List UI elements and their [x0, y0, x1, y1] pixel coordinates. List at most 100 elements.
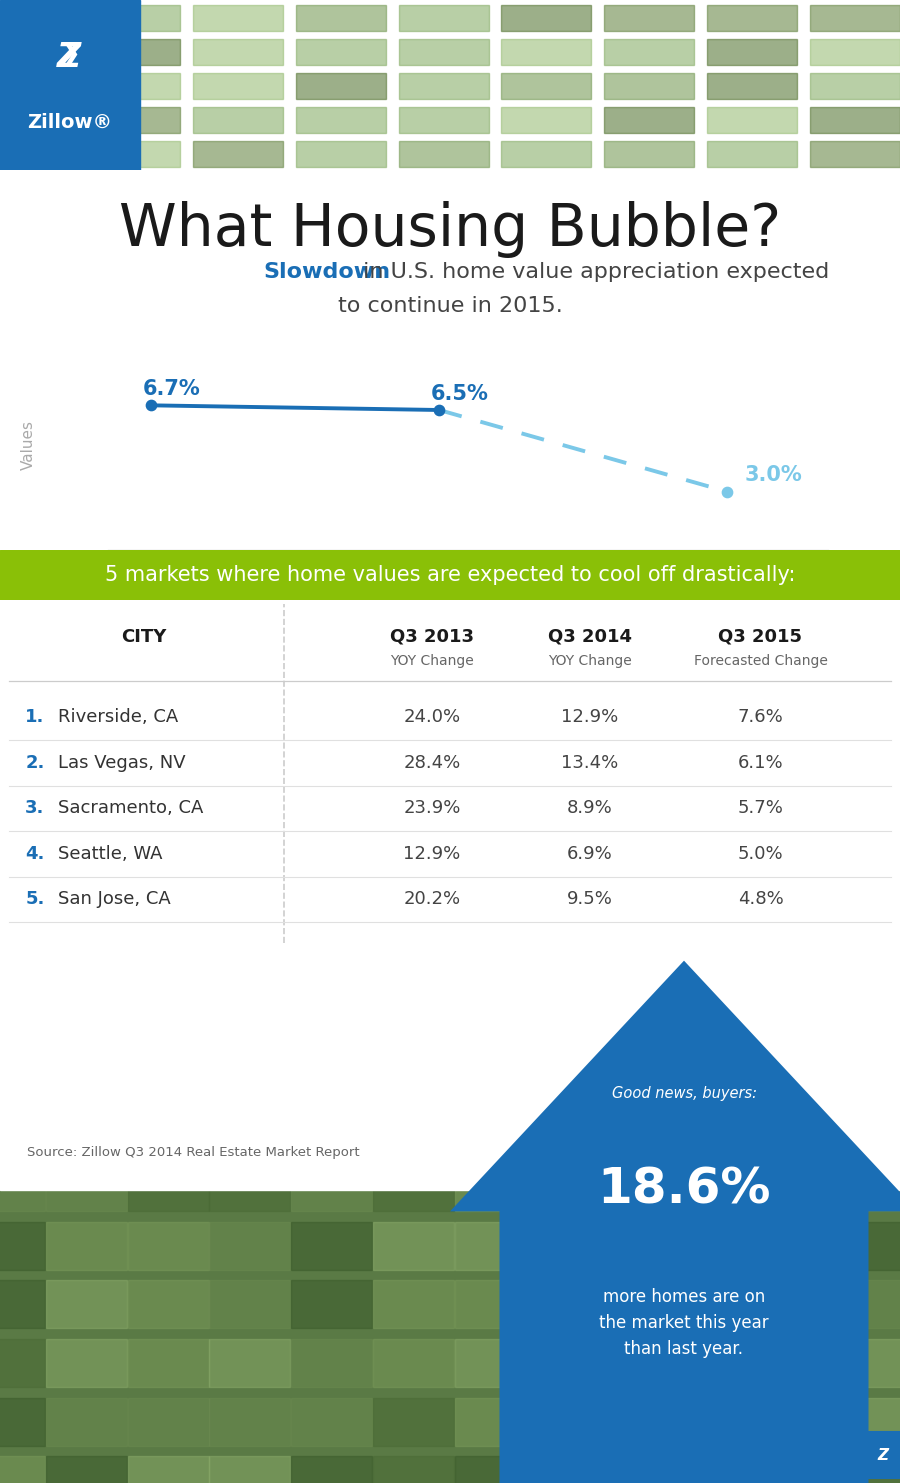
Bar: [536, 1222, 617, 1269]
Bar: [296, 107, 386, 132]
Bar: [296, 141, 386, 166]
Bar: [292, 1222, 373, 1269]
Bar: [0, 0, 140, 171]
Bar: [0, 1339, 45, 1387]
Bar: [193, 73, 283, 98]
Text: 7.6%: 7.6%: [738, 709, 783, 727]
Text: 6.9%: 6.9%: [567, 845, 612, 863]
Text: 9.5%: 9.5%: [567, 890, 612, 908]
Text: Las Vegas, NV: Las Vegas, NV: [58, 753, 186, 771]
Bar: [128, 1397, 209, 1446]
Bar: [536, 1397, 617, 1446]
Point: [720, 480, 734, 504]
Bar: [700, 1339, 781, 1387]
Point: [144, 393, 158, 417]
Text: Seattle, WA: Seattle, WA: [58, 845, 163, 863]
Bar: [501, 141, 591, 166]
Bar: [193, 4, 283, 31]
Text: in U.S. home value appreciation expected: in U.S. home value appreciation expected: [356, 262, 829, 282]
Bar: [0, 1280, 45, 1329]
Bar: [210, 1456, 291, 1483]
Text: 23.9%: 23.9%: [403, 799, 461, 817]
Bar: [292, 1163, 373, 1212]
Bar: [501, 4, 591, 31]
Bar: [782, 1339, 863, 1387]
Bar: [700, 1397, 781, 1446]
Text: Z: Z: [58, 42, 81, 74]
Bar: [707, 39, 797, 65]
Text: What Housing Bubble?: What Housing Bubble?: [119, 200, 781, 258]
Text: 4.: 4.: [25, 845, 45, 863]
Bar: [374, 1222, 454, 1269]
Bar: [604, 141, 694, 166]
Text: 12.9%: 12.9%: [561, 709, 618, 727]
Bar: [850, 1433, 900, 1477]
Bar: [296, 73, 386, 98]
Text: Q3 2014: Q3 2014: [547, 627, 632, 647]
Bar: [46, 1397, 127, 1446]
Bar: [864, 1339, 900, 1387]
Bar: [399, 107, 489, 132]
Bar: [292, 1339, 373, 1387]
Text: 12.9%: 12.9%: [403, 845, 461, 863]
Text: Q3 2013: Q3 2013: [390, 627, 474, 647]
Text: 6.5%: 6.5%: [430, 384, 489, 403]
Bar: [810, 4, 900, 31]
Bar: [700, 1280, 781, 1329]
Text: Zillow®: Zillow®: [27, 113, 112, 132]
Bar: [864, 1280, 900, 1329]
Bar: [536, 1163, 617, 1212]
Bar: [46, 1280, 127, 1329]
Bar: [399, 73, 489, 98]
Bar: [0, 1163, 45, 1212]
Bar: [210, 1163, 291, 1212]
Bar: [399, 141, 489, 166]
Bar: [700, 1456, 781, 1483]
Bar: [782, 1456, 863, 1483]
Bar: [292, 1280, 373, 1329]
Bar: [0, 1456, 45, 1483]
Bar: [193, 107, 283, 132]
Point: [432, 397, 446, 421]
Bar: [292, 1456, 373, 1483]
Text: 3.0%: 3.0%: [744, 466, 802, 485]
Bar: [46, 1456, 127, 1483]
Text: 6.7%: 6.7%: [142, 378, 201, 399]
Text: Good news, buyers:: Good news, buyers:: [611, 1087, 757, 1102]
Text: 6.1%: 6.1%: [738, 753, 783, 771]
Text: more homes are on
the market this year
than last year.: more homes are on the market this year t…: [599, 1287, 769, 1358]
Text: Z: Z: [878, 1447, 888, 1462]
Bar: [46, 1339, 127, 1387]
Bar: [604, 107, 694, 132]
Bar: [501, 73, 591, 98]
Bar: [0, 1397, 45, 1446]
Bar: [128, 1456, 209, 1483]
Text: CITY: CITY: [122, 627, 166, 647]
Bar: [374, 1280, 454, 1329]
Bar: [374, 1339, 454, 1387]
Bar: [782, 1163, 863, 1212]
Bar: [618, 1280, 699, 1329]
Bar: [864, 1397, 900, 1446]
Text: Q3 2015: Q3 2015: [718, 627, 803, 647]
Text: Riverside, CA: Riverside, CA: [58, 709, 179, 727]
Text: 1.: 1.: [25, 709, 45, 727]
Bar: [128, 1163, 209, 1212]
Polygon shape: [450, 961, 900, 1483]
Text: Values: Values: [22, 420, 36, 470]
Bar: [618, 1397, 699, 1446]
Bar: [210, 1222, 291, 1269]
Text: ❯: ❯: [58, 42, 80, 67]
Text: 13.4%: 13.4%: [561, 753, 618, 771]
Bar: [454, 1397, 536, 1446]
Bar: [536, 1339, 617, 1387]
Text: 18.6%: 18.6%: [598, 1166, 770, 1215]
Text: Sacramento, CA: Sacramento, CA: [58, 799, 204, 817]
Bar: [782, 1397, 863, 1446]
Text: Source: Zillow Q3 2014 Real Estate Market Report: Source: Zillow Q3 2014 Real Estate Marke…: [27, 1146, 360, 1160]
Bar: [618, 1339, 699, 1387]
Text: 8.9%: 8.9%: [567, 799, 612, 817]
Text: YOY Change: YOY Change: [390, 654, 474, 669]
Bar: [536, 1280, 617, 1329]
Bar: [707, 141, 797, 166]
